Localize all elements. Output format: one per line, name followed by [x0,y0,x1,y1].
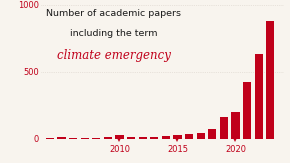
Bar [255,54,263,139]
Bar [57,137,66,139]
Text: Number of academic papers: Number of academic papers [46,9,181,18]
Bar [173,135,182,139]
Bar [69,138,77,139]
Bar [208,129,216,139]
Bar [266,21,274,139]
Bar [92,138,100,139]
Bar [46,138,54,139]
Bar [231,112,240,139]
Bar [185,134,193,139]
Bar [127,137,135,139]
Text: including the term: including the term [70,29,157,38]
Bar [115,135,124,139]
Bar [220,117,228,139]
Bar [197,133,205,139]
Bar [104,137,112,139]
Bar [150,137,158,139]
Bar [139,137,147,139]
Bar [162,136,170,139]
Text: climate emergency: climate emergency [57,49,171,62]
Bar [243,82,251,139]
Bar [81,138,89,139]
